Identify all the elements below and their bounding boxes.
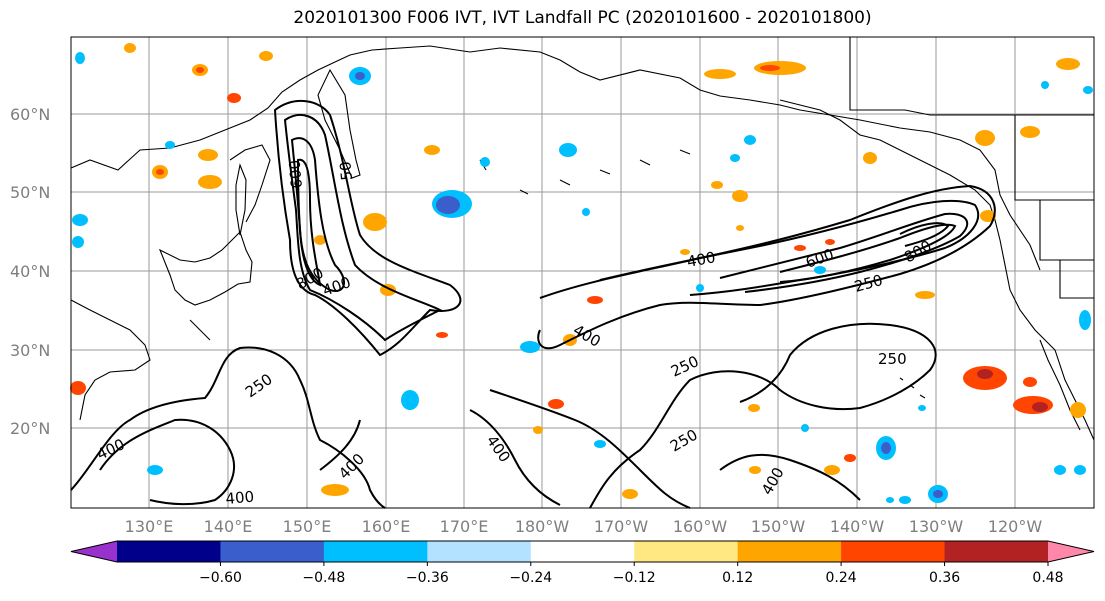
colorbar-bin bbox=[427, 541, 532, 562]
colorbar-outline bbox=[70, 540, 1095, 563]
contour-label: 400 bbox=[686, 248, 717, 271]
colorbar-bin bbox=[323, 541, 428, 562]
colorbar-extend-high bbox=[1048, 541, 1094, 562]
contour-label: 600 bbox=[286, 159, 306, 189]
lon-label: 160°E bbox=[362, 517, 411, 536]
lat-label: 20°N bbox=[10, 419, 50, 438]
pc-shading bbox=[70, 43, 1093, 504]
contour-label: 50 bbox=[336, 161, 356, 182]
lon-label: 170°E bbox=[440, 517, 489, 536]
colorbar-bin bbox=[220, 541, 325, 562]
ivt-contours bbox=[70, 99, 996, 509]
colorbar-extend-low bbox=[71, 541, 117, 562]
lon-label: 130°W bbox=[909, 517, 964, 536]
colorbar-bin bbox=[841, 541, 946, 562]
map-panel: 600 50 800 400 400 400 600 800 250 250 2… bbox=[70, 36, 1095, 509]
colorbar-label: −0.12 bbox=[613, 570, 656, 586]
colorbar-label: −0.48 bbox=[302, 570, 345, 586]
colorbar-bin bbox=[634, 541, 739, 562]
lon-label: 140°W bbox=[830, 517, 885, 536]
colorbar-label: 0.48 bbox=[1032, 570, 1063, 586]
lon-label: 130°E bbox=[125, 517, 174, 536]
lon-label: 180°W bbox=[515, 517, 570, 536]
lon-label: 140°E bbox=[204, 517, 253, 536]
lat-label: 60°N bbox=[10, 105, 50, 124]
lat-label: 40°N bbox=[10, 262, 50, 281]
map-title: 2020101300 F006 IVT, IVT Landfall PC (20… bbox=[293, 8, 872, 28]
lon-label: 120°W bbox=[988, 517, 1043, 536]
contour-label: 400 bbox=[225, 488, 255, 508]
lon-label: 150°E bbox=[283, 517, 332, 536]
colorbar-label: 0.36 bbox=[929, 570, 960, 586]
lat-label: 50°N bbox=[10, 183, 50, 202]
lon-labels: 130°E 140°E 150°E 160°E 170°E 180°W 170°… bbox=[125, 517, 1043, 536]
colorbar-bin bbox=[117, 541, 221, 562]
contour-label: 250 bbox=[878, 350, 907, 368]
colorbar-label: −0.60 bbox=[199, 570, 242, 586]
colorbar-bin bbox=[737, 541, 842, 562]
colorbar-label: −0.24 bbox=[509, 570, 552, 586]
colorbar: −0.60 −0.48 −0.36 −0.24 −0.12 0.12 0.24 0.36 0.4… bbox=[70, 540, 1095, 586]
lat-label: 30°N bbox=[10, 341, 50, 360]
colorbar-label: 0.12 bbox=[722, 570, 753, 586]
lon-label: 150°W bbox=[751, 517, 806, 536]
colorbar-bin bbox=[530, 541, 635, 562]
lon-label: 170°W bbox=[594, 517, 649, 536]
lat-labels: 60°N 50°N 40°N 30°N 20°N bbox=[10, 105, 50, 438]
colorbar-label: −0.36 bbox=[406, 570, 449, 586]
colorbar-label: 0.24 bbox=[826, 570, 857, 586]
colorbar-bin bbox=[944, 541, 1049, 562]
lon-label: 160°W bbox=[673, 517, 728, 536]
